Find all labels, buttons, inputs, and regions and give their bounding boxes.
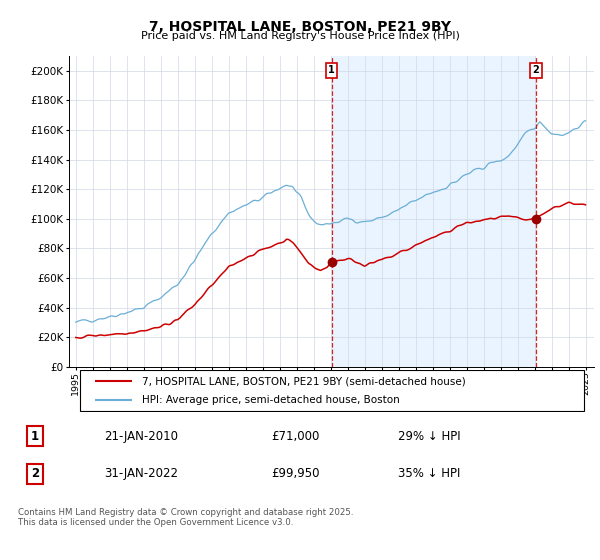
Text: 7, HOSPITAL LANE, BOSTON, PE21 9BY (semi-detached house): 7, HOSPITAL LANE, BOSTON, PE21 9BY (semi… xyxy=(143,376,466,386)
Text: 35% ↓ HPI: 35% ↓ HPI xyxy=(398,468,460,480)
Text: 1: 1 xyxy=(328,66,335,76)
Text: 2: 2 xyxy=(31,468,39,480)
Text: 1: 1 xyxy=(31,430,39,442)
Text: £99,950: £99,950 xyxy=(271,468,320,480)
Text: Price paid vs. HM Land Registry's House Price Index (HPI): Price paid vs. HM Land Registry's House … xyxy=(140,31,460,41)
Text: £71,000: £71,000 xyxy=(271,430,320,442)
Text: 29% ↓ HPI: 29% ↓ HPI xyxy=(398,430,461,442)
Bar xyxy=(331,56,536,367)
Text: 2: 2 xyxy=(533,66,539,76)
Text: 31-JAN-2022: 31-JAN-2022 xyxy=(104,468,178,480)
Text: HPI: Average price, semi-detached house, Boston: HPI: Average price, semi-detached house,… xyxy=(143,395,400,405)
Text: 21-JAN-2010: 21-JAN-2010 xyxy=(104,430,178,442)
Text: Contains HM Land Registry data © Crown copyright and database right 2025.
This d: Contains HM Land Registry data © Crown c… xyxy=(18,507,353,527)
Text: 7, HOSPITAL LANE, BOSTON, PE21 9BY: 7, HOSPITAL LANE, BOSTON, PE21 9BY xyxy=(149,20,451,34)
